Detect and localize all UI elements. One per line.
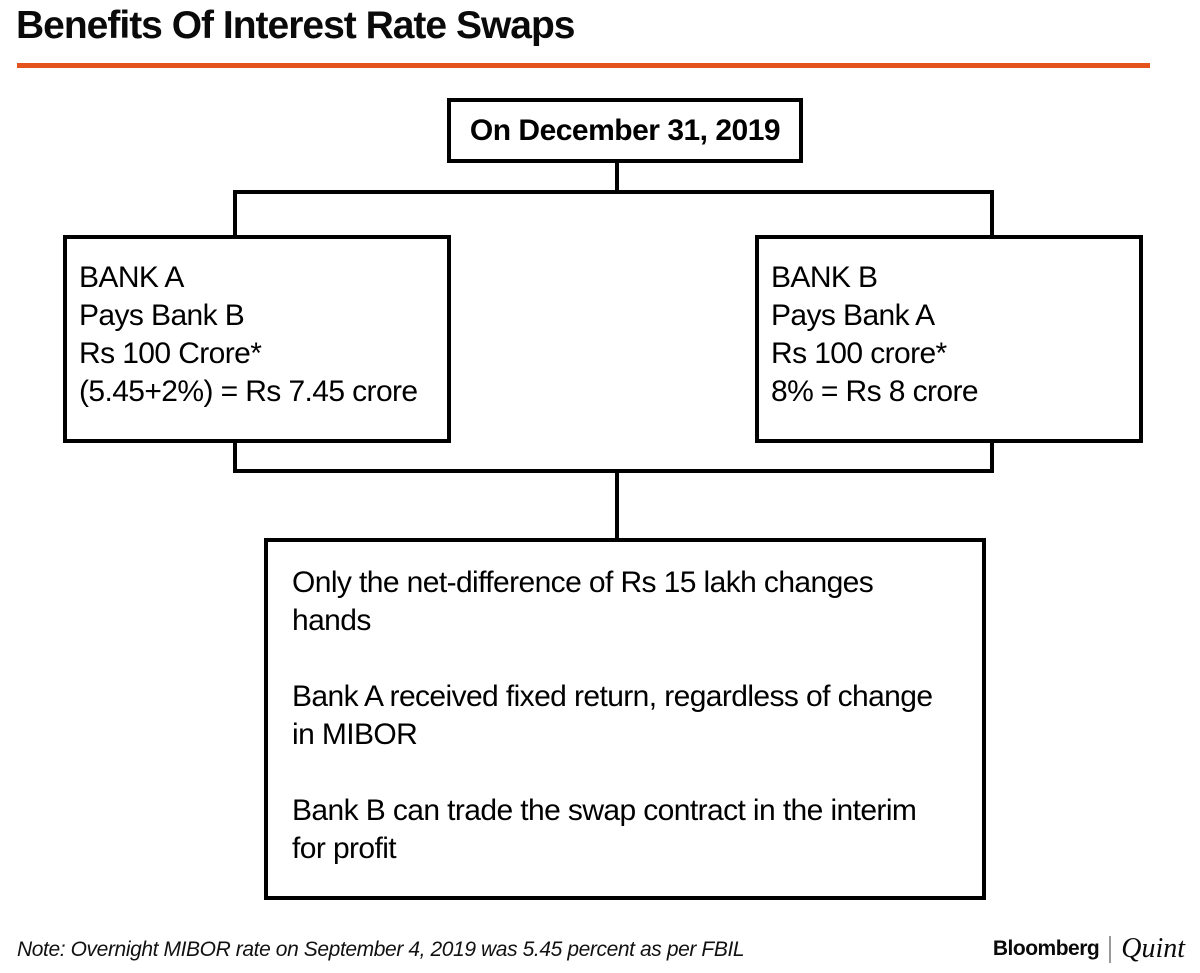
connector-root-stem: [615, 161, 619, 194]
result-box: Only the net-difference of Rs 15 lakh ch…: [264, 538, 986, 900]
bank-b-line: 8% = Rs 8 crore: [771, 375, 979, 408]
bloomberg-logo: Bloomberg: [992, 937, 1100, 960]
note-text: Note: Overnight MIBOR rate on September …: [17, 938, 745, 961]
result-paragraph: Bank B can trade the swap contract in th…: [292, 794, 917, 865]
result-paragraph: Bank A received fixed return, regardless…: [292, 680, 933, 751]
bank-a-line: Rs 100 Crore*: [79, 337, 262, 370]
bank-a-line: (5.45+2%) = Rs 7.45 crore: [79, 375, 418, 408]
connector-rise-bank-a: [233, 441, 237, 473]
bank-b-box: BANK B Pays Bank A Rs 100 crore* 8% = Rs…: [755, 235, 1143, 443]
bank-b-line: BANK B: [771, 261, 878, 294]
connector-result-stem: [615, 469, 619, 540]
logo-divider: [1109, 935, 1112, 963]
bank-a-line: BANK A: [79, 261, 184, 294]
connector-merge-bar: [233, 469, 994, 473]
connector-split-bar: [233, 190, 994, 194]
connector-drop-bank-a: [233, 190, 237, 237]
bank-b-line: Rs 100 crore*: [771, 337, 947, 370]
bank-b-line: Pays Bank A: [771, 299, 935, 332]
title-underline: [17, 63, 1150, 68]
bank-a-line: Pays Bank B: [79, 299, 245, 332]
connector-drop-bank-b: [990, 190, 994, 237]
result-paragraph: Only the net-difference of Rs 15 lakh ch…: [292, 566, 874, 637]
connector-rise-bank-b: [990, 441, 994, 473]
date-box: On December 31, 2019: [447, 98, 803, 163]
brand-lockup: Bloomberg Quint: [993, 933, 1185, 965]
bank-a-box: BANK A Pays Bank B Rs 100 Crore* (5.45+2…: [63, 235, 451, 443]
page-title: Benefits Of Interest Rate Swaps: [16, 4, 575, 47]
quint-logo: Quint: [1121, 933, 1185, 964]
date-box-label: On December 31, 2019: [469, 113, 781, 147]
